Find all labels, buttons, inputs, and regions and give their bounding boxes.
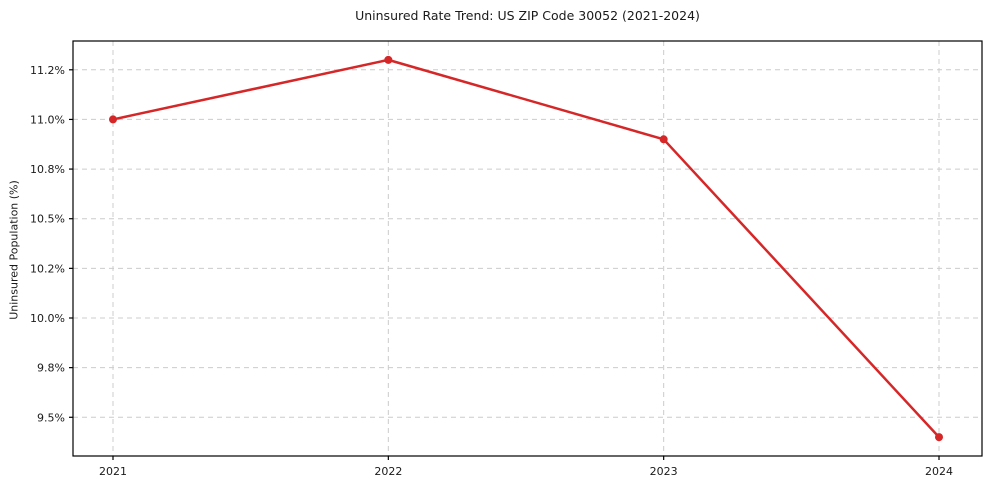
x-tick-label: 2021 [99, 465, 127, 478]
trend-line [111, 58, 941, 439]
y-tick-label: 11.0% [30, 113, 65, 126]
data-point [384, 55, 393, 64]
x-tick-label: 2023 [650, 465, 678, 478]
x-tick-label: 2024 [925, 465, 953, 478]
y-tick-label: 11.2% [30, 64, 65, 77]
y-tick-label: 10.2% [30, 262, 65, 275]
data-point [109, 115, 117, 124]
x-tick-label: 2022 [374, 465, 402, 478]
y-tick-label: 10.8% [30, 163, 65, 176]
plot-frame [72, 40, 983, 457]
data-point [935, 433, 943, 442]
data-point [659, 135, 668, 144]
y-tick-label: 9.5% [37, 411, 65, 424]
y-tick-label: 10.0% [30, 312, 65, 325]
y-tick-label: 10.5% [30, 213, 65, 226]
y-tick-label: 9.8% [37, 362, 65, 375]
chart-title: Uninsured Rate Trend: US ZIP Code 30052 … [355, 8, 700, 23]
